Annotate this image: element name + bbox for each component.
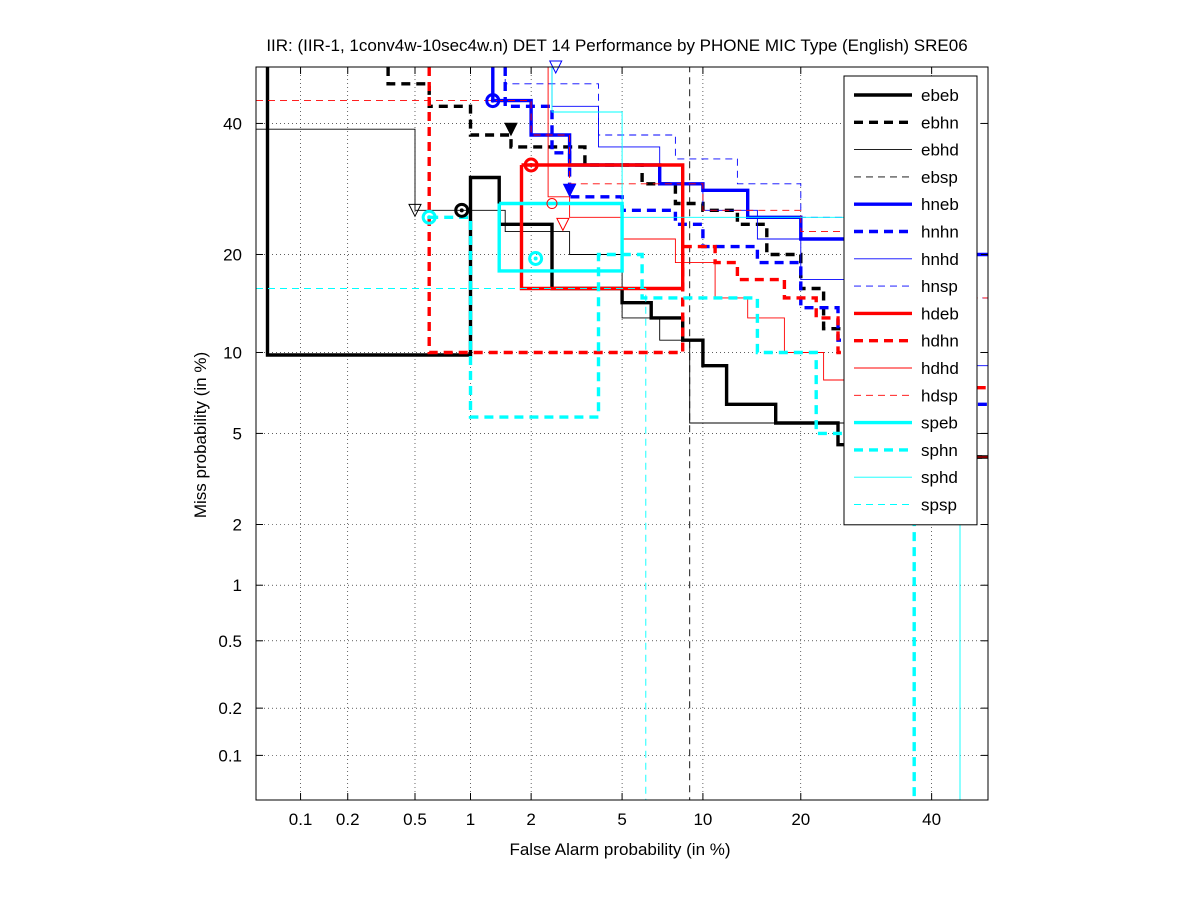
y-tick-label-7: 20 <box>223 245 242 264</box>
marker-dot-speb <box>533 256 538 261</box>
legend: ebeb ebhn ebhd ebsp hneb hnhn hnhd hnsp hdeb hdhn… <box>843 75 978 526</box>
marker-dot-ebeb <box>459 208 464 213</box>
chart-title: IIR: (IIR-1, 1conv4w-10sec4w.n) DET 14 P… <box>266 36 967 55</box>
x-tick-label-5: 5 <box>617 810 626 829</box>
legend-label-hneb: hneb <box>921 195 959 214</box>
series-markers <box>408 60 577 266</box>
x-axis-label: False Alarm probability (in %) <box>509 840 730 859</box>
legend-label-hdeb: hdeb <box>921 304 959 323</box>
marker-speb <box>528 250 544 266</box>
x-tick-label-3: 1 <box>466 810 475 829</box>
x-tick-label-6: 10 <box>693 810 712 829</box>
legend-label-ebsp: ebsp <box>921 168 958 187</box>
marker-hnhn <box>562 183 577 198</box>
legend-label-sphn: sphn <box>921 441 958 460</box>
y-tick-label-5: 5 <box>233 424 242 443</box>
marker-hneb <box>485 93 501 109</box>
legend-label-ebhd: ebhd <box>921 141 959 160</box>
marker-hdeb <box>523 157 539 173</box>
legend-label-hdhn: hdhn <box>921 332 959 351</box>
y-tick-label-3: 1 <box>233 576 242 595</box>
y-tick-label-1: 0.2 <box>218 699 242 718</box>
marker-hdhd <box>546 198 558 210</box>
legend-label-ebeb: ebeb <box>921 86 959 105</box>
legend-box <box>843 75 978 526</box>
marker-hdhn <box>556 217 570 232</box>
y-tick-label-0: 0.1 <box>218 746 242 765</box>
ticks: 0.1 0.2 0.5 1 2 5 10 20 40 0.1 0.2 0.5 1 2 5 10 20 40 <box>218 67 988 829</box>
x-tick-label-1: 0.2 <box>336 810 360 829</box>
series-line-speb <box>497 201 624 273</box>
marker-ebhd <box>408 203 422 218</box>
series-line-spsp <box>256 288 647 800</box>
marker-dot-hdeb <box>529 162 534 167</box>
y-tick-label-6: 10 <box>223 343 242 362</box>
legend-label-sphd: sphd <box>921 468 958 487</box>
x-tick-label-4: 2 <box>526 810 535 829</box>
x-tick-label-8: 40 <box>922 810 941 829</box>
x-tick-label-7: 20 <box>791 810 810 829</box>
marker-sphn <box>421 209 437 225</box>
marker-dot-sphn <box>427 215 432 220</box>
x-tick-label-2: 0.5 <box>403 810 427 829</box>
y-axis-label: Miss probability (in %) <box>191 352 210 518</box>
legend-label-ebhn: ebhn <box>921 113 959 132</box>
y-tick-label-2: 0.5 <box>218 632 242 651</box>
legend-label-spsp: spsp <box>921 496 957 515</box>
legend-label-hnsp: hnsp <box>921 277 958 296</box>
y-tick-label-4: 2 <box>233 515 242 534</box>
legend-label-hdsp: hdsp <box>921 386 958 405</box>
legend-label-hdhd: hdhd <box>921 359 959 378</box>
legend-label-hnhn: hnhn <box>921 223 959 242</box>
marker-dot-hneb <box>490 98 495 103</box>
y-tick-label-8: 40 <box>223 114 242 133</box>
x-tick-label-0: 0.1 <box>289 810 313 829</box>
legend-label-hnhd: hnhd <box>921 250 959 269</box>
marker-ebeb <box>454 202 470 218</box>
marker-ebhn <box>504 122 518 137</box>
legend-label-speb: speb <box>921 414 958 433</box>
